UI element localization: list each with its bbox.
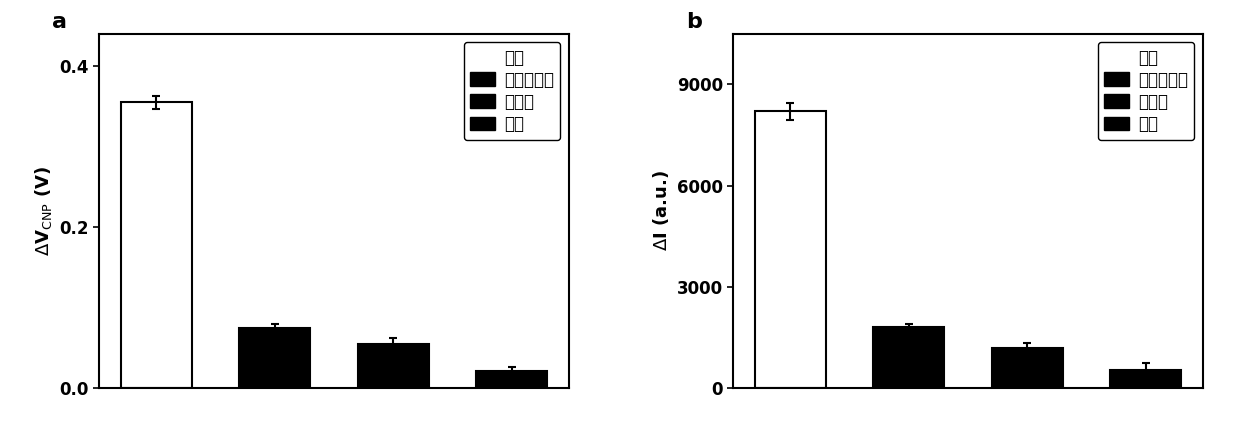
Y-axis label: $\Delta$I (a.u.): $\Delta$I (a.u.) xyxy=(651,170,671,252)
Bar xyxy=(357,344,429,388)
Bar xyxy=(120,102,192,388)
Text: b: b xyxy=(686,13,702,32)
Bar xyxy=(239,328,310,388)
Bar xyxy=(1110,370,1182,388)
Legend: 互补, 单碎基错配, 非互补, 空白: 互补, 单碎基错配, 非互补, 空白 xyxy=(464,42,560,140)
Bar xyxy=(754,111,826,388)
Bar xyxy=(476,371,548,388)
Y-axis label: $\Delta$V$_{\rm CNP}$ (V): $\Delta$V$_{\rm CNP}$ (V) xyxy=(32,166,53,256)
Legend: 互补, 单碎基错配, 非互补, 空白: 互补, 单碎基错配, 非互补, 空白 xyxy=(1097,42,1194,140)
Text: a: a xyxy=(52,13,67,32)
Bar xyxy=(992,348,1063,388)
Bar xyxy=(873,327,945,388)
